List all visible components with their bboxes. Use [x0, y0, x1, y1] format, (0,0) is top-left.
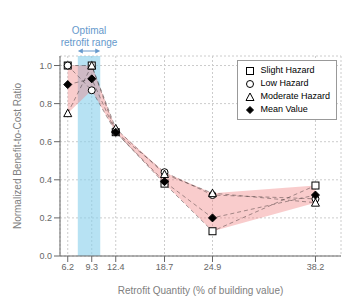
svg-text:38.2: 38.2 — [307, 262, 325, 272]
html-text:Mean Value: Mean Value — [260, 104, 308, 114]
svg-text:18.7: 18.7 — [156, 262, 174, 272]
svg-text:Normalized Benefit-to-Cost Rat: Normalized Benefit-to-Cost Ratio — [12, 82, 23, 229]
svg-text:24.9: 24.9 — [204, 262, 222, 272]
svg-text:12.4: 12.4 — [107, 262, 125, 272]
svg-text:0.2: 0.2 — [39, 213, 52, 223]
svg-text:0.6: 0.6 — [39, 137, 52, 147]
svg-text:0.4: 0.4 — [39, 175, 52, 185]
html-text:Moderate Hazard: Moderate Hazard — [260, 91, 330, 101]
html-text:Slight Hazard: Slight Hazard — [260, 65, 315, 75]
svg-text:9.3: 9.3 — [85, 262, 98, 272]
svg-text:6.2: 6.2 — [61, 262, 74, 272]
svg-text:Retrofit Quantity (% of buildi: Retrofit Quantity (% of building value) — [118, 285, 284, 296]
html-text:Low Hazard: Low Hazard — [260, 78, 309, 88]
svg-text:0.8: 0.8 — [39, 99, 52, 109]
svg-text:0.0: 0.0 — [39, 251, 52, 261]
svg-text:1.0: 1.0 — [39, 61, 52, 71]
svg-text:Optimal: Optimal — [72, 25, 106, 36]
svg-text:retrofit range: retrofit range — [61, 37, 118, 48]
